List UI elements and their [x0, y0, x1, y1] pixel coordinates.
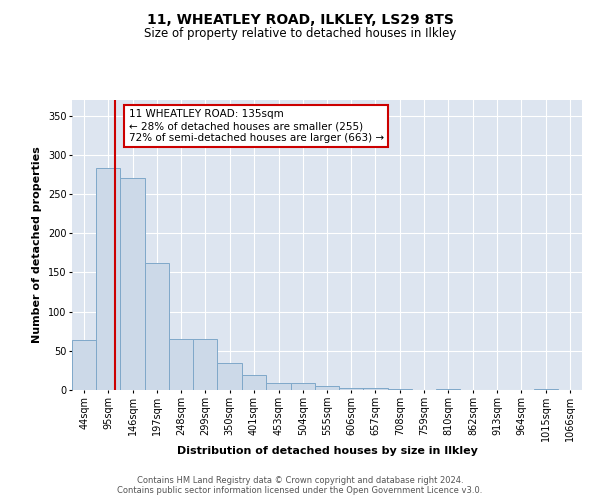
Bar	[436, 389, 460, 390]
Text: Contains HM Land Registry data © Crown copyright and database right 2024.
Contai: Contains HM Land Registry data © Crown c…	[118, 476, 482, 495]
Bar	[315, 386, 339, 390]
Bar	[364, 388, 388, 390]
Bar	[388, 389, 412, 390]
Y-axis label: Number of detached properties: Number of detached properties	[32, 146, 42, 344]
X-axis label: Distribution of detached houses by size in Ilkley: Distribution of detached houses by size …	[176, 446, 478, 456]
Bar	[339, 388, 364, 390]
Bar	[145, 263, 169, 390]
Bar	[72, 340, 96, 390]
Bar	[96, 168, 121, 390]
Bar	[242, 375, 266, 390]
Bar	[266, 383, 290, 390]
Bar	[169, 339, 193, 390]
Text: Size of property relative to detached houses in Ilkley: Size of property relative to detached ho…	[144, 28, 456, 40]
Bar	[193, 339, 217, 390]
Text: 11 WHEATLEY ROAD: 135sqm
← 28% of detached houses are smaller (255)
72% of semi-: 11 WHEATLEY ROAD: 135sqm ← 28% of detach…	[128, 110, 383, 142]
Bar	[533, 389, 558, 390]
Text: 11, WHEATLEY ROAD, ILKLEY, LS29 8TS: 11, WHEATLEY ROAD, ILKLEY, LS29 8TS	[146, 12, 454, 26]
Bar	[121, 178, 145, 390]
Bar	[290, 383, 315, 390]
Bar	[217, 362, 242, 390]
